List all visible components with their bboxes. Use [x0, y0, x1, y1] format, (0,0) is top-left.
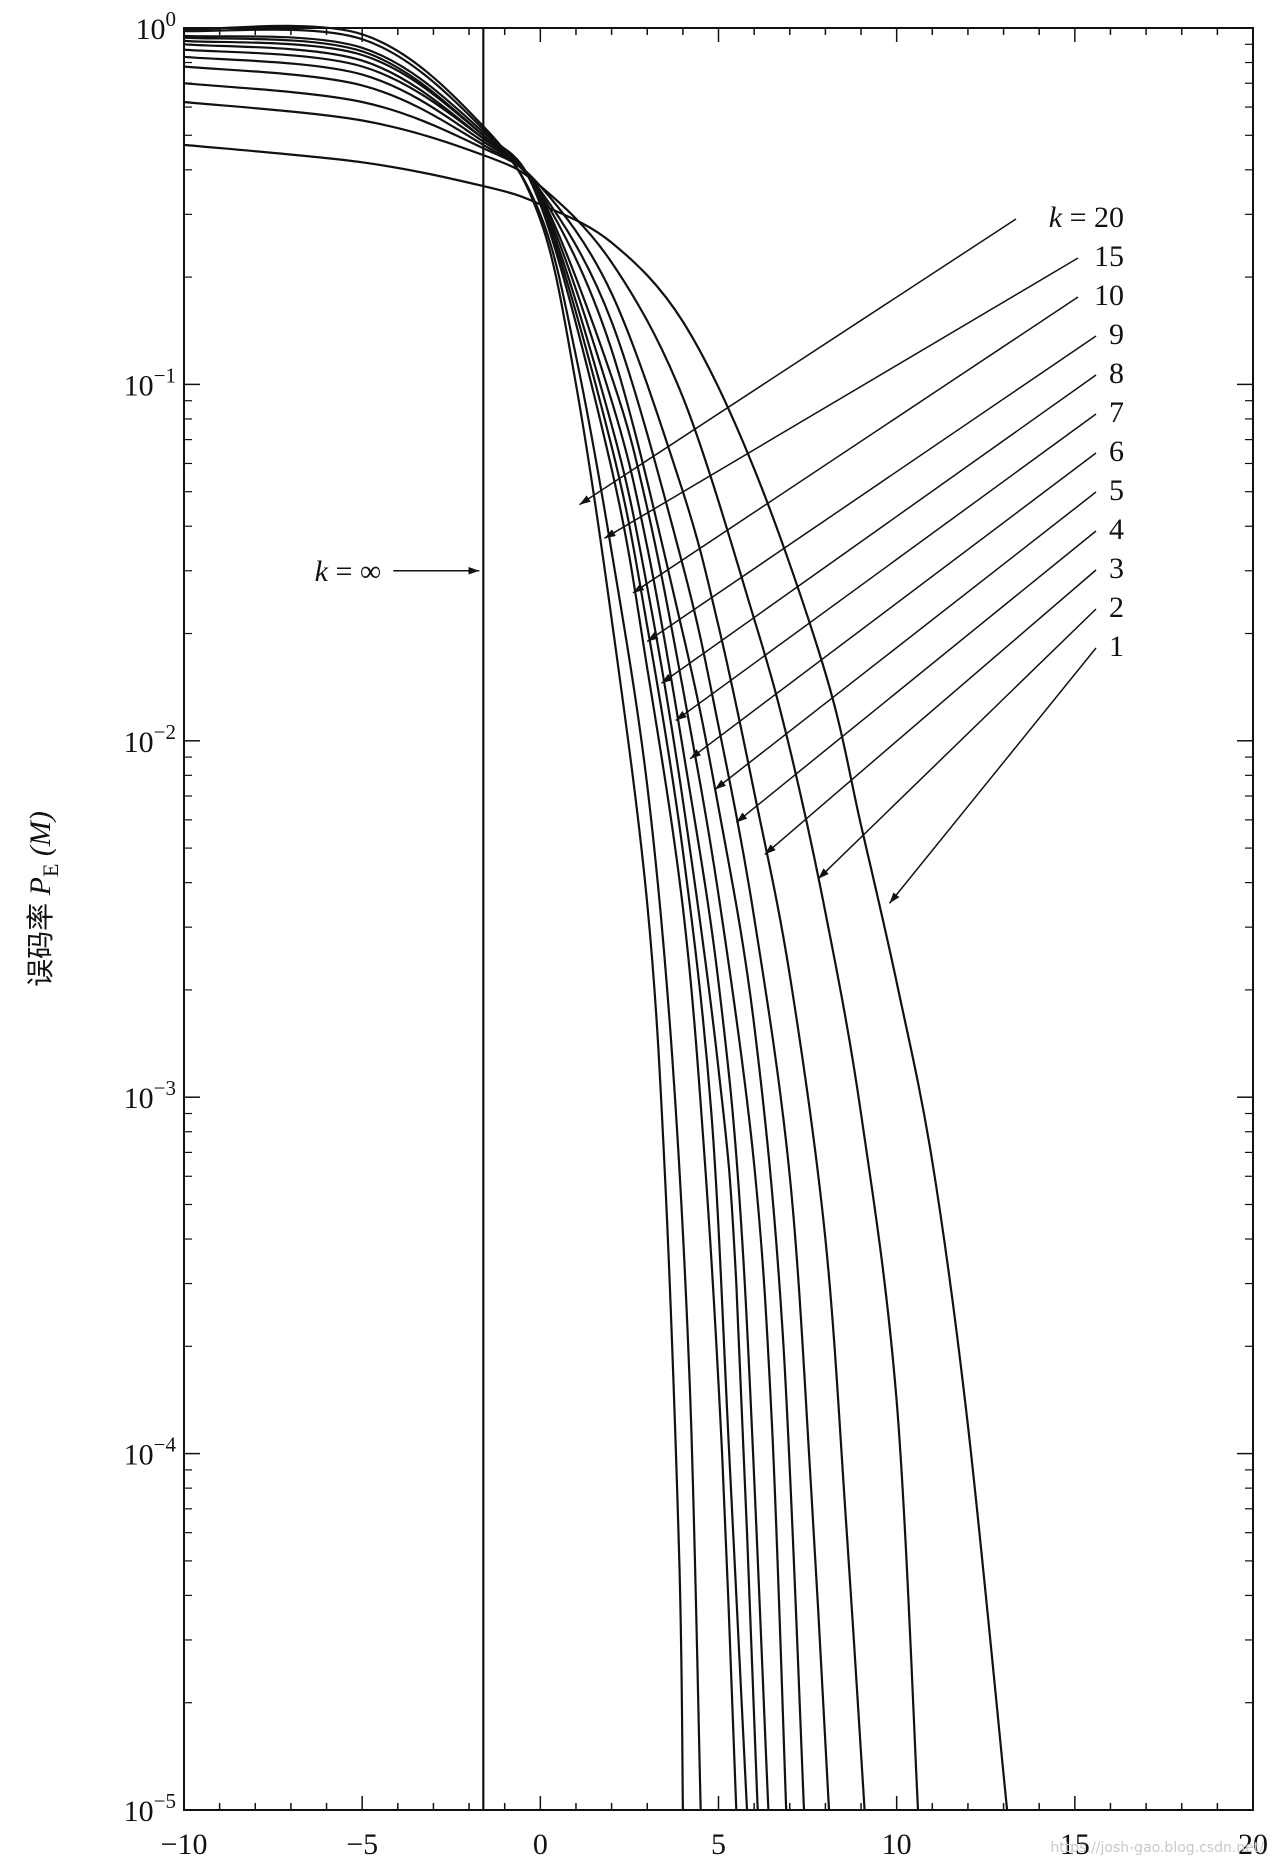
curve-label-arrow [888, 647, 1097, 904]
curve-label-arrow [764, 569, 1097, 855]
x-tick-label: 0 [533, 1828, 548, 1861]
curve-label-arrow [646, 335, 1097, 643]
curve-label-arrow [714, 491, 1097, 791]
series-line-k-10 [183, 34, 738, 1811]
x-tick-label: −5 [346, 1828, 378, 1861]
curve-label-arrow [817, 608, 1097, 880]
curve-label-arrow [661, 374, 1097, 684]
curve-label-arrow [689, 452, 1097, 760]
series-lines-layer [183, 24, 1009, 1811]
y-axis-title: 误码率 PE (M) [24, 811, 63, 987]
x-tick-label: 15 [1060, 1828, 1090, 1861]
y-tick-label: 10−4 [124, 1433, 177, 1472]
series-line-k-7 [183, 43, 770, 1811]
y-tick-label: 10−1 [124, 363, 176, 402]
shannon-limit-label: k = ∞ [315, 555, 382, 588]
curve-label: 8 [1109, 357, 1124, 390]
series-line-k-9 [183, 36, 749, 1811]
curve-label: k = 20 [1049, 201, 1124, 234]
curve-label-arrow [604, 257, 1079, 539]
curve-label: 10 [1094, 279, 1124, 312]
axes-text-layer: −10−50510152010010−110−210−310−410−5Eb/N… [24, 7, 1268, 1861]
curve-label: 9 [1109, 318, 1124, 351]
curve-label: 3 [1109, 552, 1124, 585]
y-tick-label: 100 [136, 7, 177, 46]
series-line-k-20 [183, 24, 684, 1811]
x-tick-label: 20 [1238, 1828, 1268, 1861]
y-tick-label: 10−3 [124, 1076, 176, 1115]
curve-label: 1 [1109, 630, 1124, 663]
curve-label: 6 [1109, 435, 1124, 468]
curve-label: 7 [1109, 396, 1124, 429]
series-line-k-15 [183, 28, 702, 1811]
y-tick-label: 10−2 [124, 720, 176, 759]
x-tick-label: 5 [711, 1828, 726, 1861]
curve-label-arrow [579, 218, 1017, 506]
series-line-k-3 [183, 82, 866, 1811]
plot-frame [183, 27, 1254, 1811]
x-tick-label: 10 [882, 1828, 912, 1861]
series-line-k-1 [183, 143, 1009, 1811]
plot-frame-layer [183, 27, 1254, 1811]
y-tick-label: 10−5 [124, 1789, 176, 1828]
series-line-k-5 [183, 55, 806, 1811]
series-line-k-2 [183, 100, 920, 1811]
curve-label: 15 [1094, 240, 1124, 273]
curve-label: 5 [1109, 474, 1124, 507]
series-line-k-6 [183, 48, 788, 1811]
curve-label-arrow [675, 413, 1097, 722]
curve-label-arrow [735, 530, 1097, 824]
x-tick-label: −10 [161, 1828, 208, 1861]
series-line-k-4 [183, 65, 831, 1811]
watermark-text: https://josh-gao.blog.csdn.net/ [1050, 1840, 1264, 1856]
curve-label-arrow [632, 296, 1079, 594]
annotation-layer: k = ∞ k = 20 15 10 9 8 7 6 5 4 3 2 1 [315, 201, 1124, 904]
curve-label: 4 [1109, 513, 1124, 546]
curve-label: 2 [1109, 591, 1124, 624]
